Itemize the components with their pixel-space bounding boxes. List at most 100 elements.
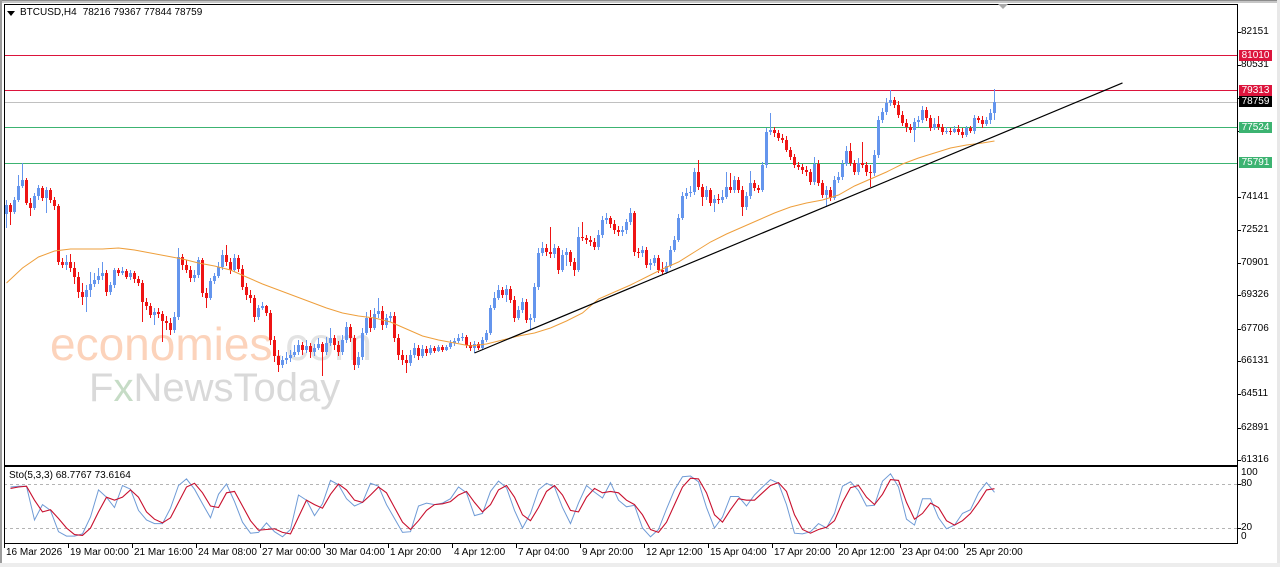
candle-body — [589, 240, 592, 242]
candle-body — [785, 140, 788, 150]
candle-body — [609, 218, 612, 224]
candle-body — [149, 306, 152, 315]
candle-body — [17, 186, 20, 200]
support-price-label: 77524 — [1239, 122, 1272, 133]
time-axis-label: 16 Mar 2026 — [6, 547, 63, 558]
stoch-tick-mark — [1237, 528, 1241, 529]
bullish-candle — [65, 255, 68, 270]
chart-shift-marker-icon[interactable] — [998, 4, 1008, 9]
bullish-candle — [85, 285, 88, 312]
candle-body — [53, 200, 56, 206]
candle-body — [673, 240, 676, 250]
candle-body — [505, 289, 508, 295]
bullish-candle — [317, 338, 320, 350]
bullish-candle — [749, 171, 752, 199]
bearish-candle — [821, 180, 824, 198]
bearish-candle — [9, 203, 12, 225]
bullish-candle — [533, 283, 536, 322]
candle-body — [553, 248, 556, 254]
candle-body — [117, 270, 120, 273]
candle-body — [657, 258, 660, 270]
bearish-candle — [57, 204, 60, 265]
bullish-candle — [293, 345, 296, 357]
bearish-candle — [613, 220, 616, 234]
candle-body — [125, 271, 128, 277]
bullish-candle — [281, 356, 284, 368]
ascending-trendline[interactable] — [474, 82, 1123, 354]
candle-wick — [322, 342, 323, 376]
candle-body — [165, 321, 168, 323]
bearish-candle — [49, 188, 52, 203]
bearish-candle — [277, 350, 280, 372]
bullish-candle — [429, 345, 432, 355]
candle-body — [837, 177, 840, 180]
candle-body — [989, 113, 992, 120]
bullish-candle — [917, 116, 920, 127]
candle-body — [85, 290, 88, 297]
price-axis[interactable]: 8215180531789567733674141725217090169326… — [1237, 0, 1280, 548]
candle-body — [793, 157, 796, 165]
bearish-candle — [501, 287, 504, 298]
candle-body — [501, 290, 504, 295]
price-tick-mark — [1237, 263, 1241, 264]
bullish-candle — [841, 160, 844, 180]
window-right-border — [1277, 0, 1280, 567]
candle-body — [565, 252, 568, 255]
candle-body — [977, 118, 980, 120]
bullish-candle — [361, 328, 364, 360]
bearish-candle — [637, 248, 640, 258]
bearish-candle — [909, 124, 912, 133]
bullish-candle — [109, 282, 112, 295]
window-bottom-border — [0, 563, 1280, 567]
candle-body — [277, 356, 280, 365]
horizontal-levels — [4, 55, 1238, 164]
candle-body — [773, 130, 776, 133]
bearish-candle — [253, 295, 256, 322]
stochastic-chart-area[interactable] — [4, 466, 1238, 544]
bullish-candle — [541, 242, 544, 256]
candle-body — [465, 337, 468, 345]
bearish-candle — [609, 216, 612, 228]
candle-body — [265, 306, 268, 313]
bullish-candle — [153, 308, 156, 325]
bullish-candle — [985, 117, 988, 126]
candle-body — [689, 192, 692, 193]
candle-body — [905, 123, 908, 127]
bearish-candle — [165, 316, 168, 330]
candle-body — [717, 199, 720, 200]
candle-body — [389, 316, 392, 318]
candle-body — [549, 252, 552, 254]
bearish-candle — [477, 342, 480, 350]
resistance-price-label: 81010 — [1239, 50, 1272, 61]
bullish-candle — [365, 312, 368, 335]
candle-body — [37, 188, 40, 196]
bullish-candle — [489, 305, 492, 335]
price-tick-mark — [1237, 295, 1241, 296]
bullish-candle — [497, 285, 500, 300]
candle-wick — [770, 113, 771, 135]
candle-body — [521, 302, 524, 310]
candle-body — [909, 127, 912, 130]
price-chart-area[interactable] — [4, 4, 1238, 466]
time-axis-label: 20 Apr 12:00 — [838, 547, 895, 558]
bullish-candle — [769, 113, 772, 135]
candle-body — [173, 317, 176, 330]
candle-body — [969, 128, 972, 131]
bullish-candle — [649, 259, 652, 270]
candle-body — [145, 302, 148, 306]
time-axis-label: 19 Mar 00:00 — [70, 547, 129, 558]
candle-body — [109, 285, 112, 292]
time-axis-label: 1 Apr 20:00 — [390, 547, 442, 558]
candle-wick — [826, 186, 827, 207]
candle-body — [361, 333, 364, 357]
triangle-down-icon[interactable] — [7, 10, 15, 16]
bearish-candle — [369, 310, 372, 332]
candle-body — [61, 262, 64, 265]
candle-body — [249, 295, 252, 298]
candle-body — [845, 151, 848, 164]
bearish-candle — [301, 342, 304, 355]
candle-body — [833, 180, 836, 198]
candle-body — [309, 346, 312, 352]
bullish-candle — [629, 208, 632, 225]
candle-wick — [870, 165, 871, 187]
